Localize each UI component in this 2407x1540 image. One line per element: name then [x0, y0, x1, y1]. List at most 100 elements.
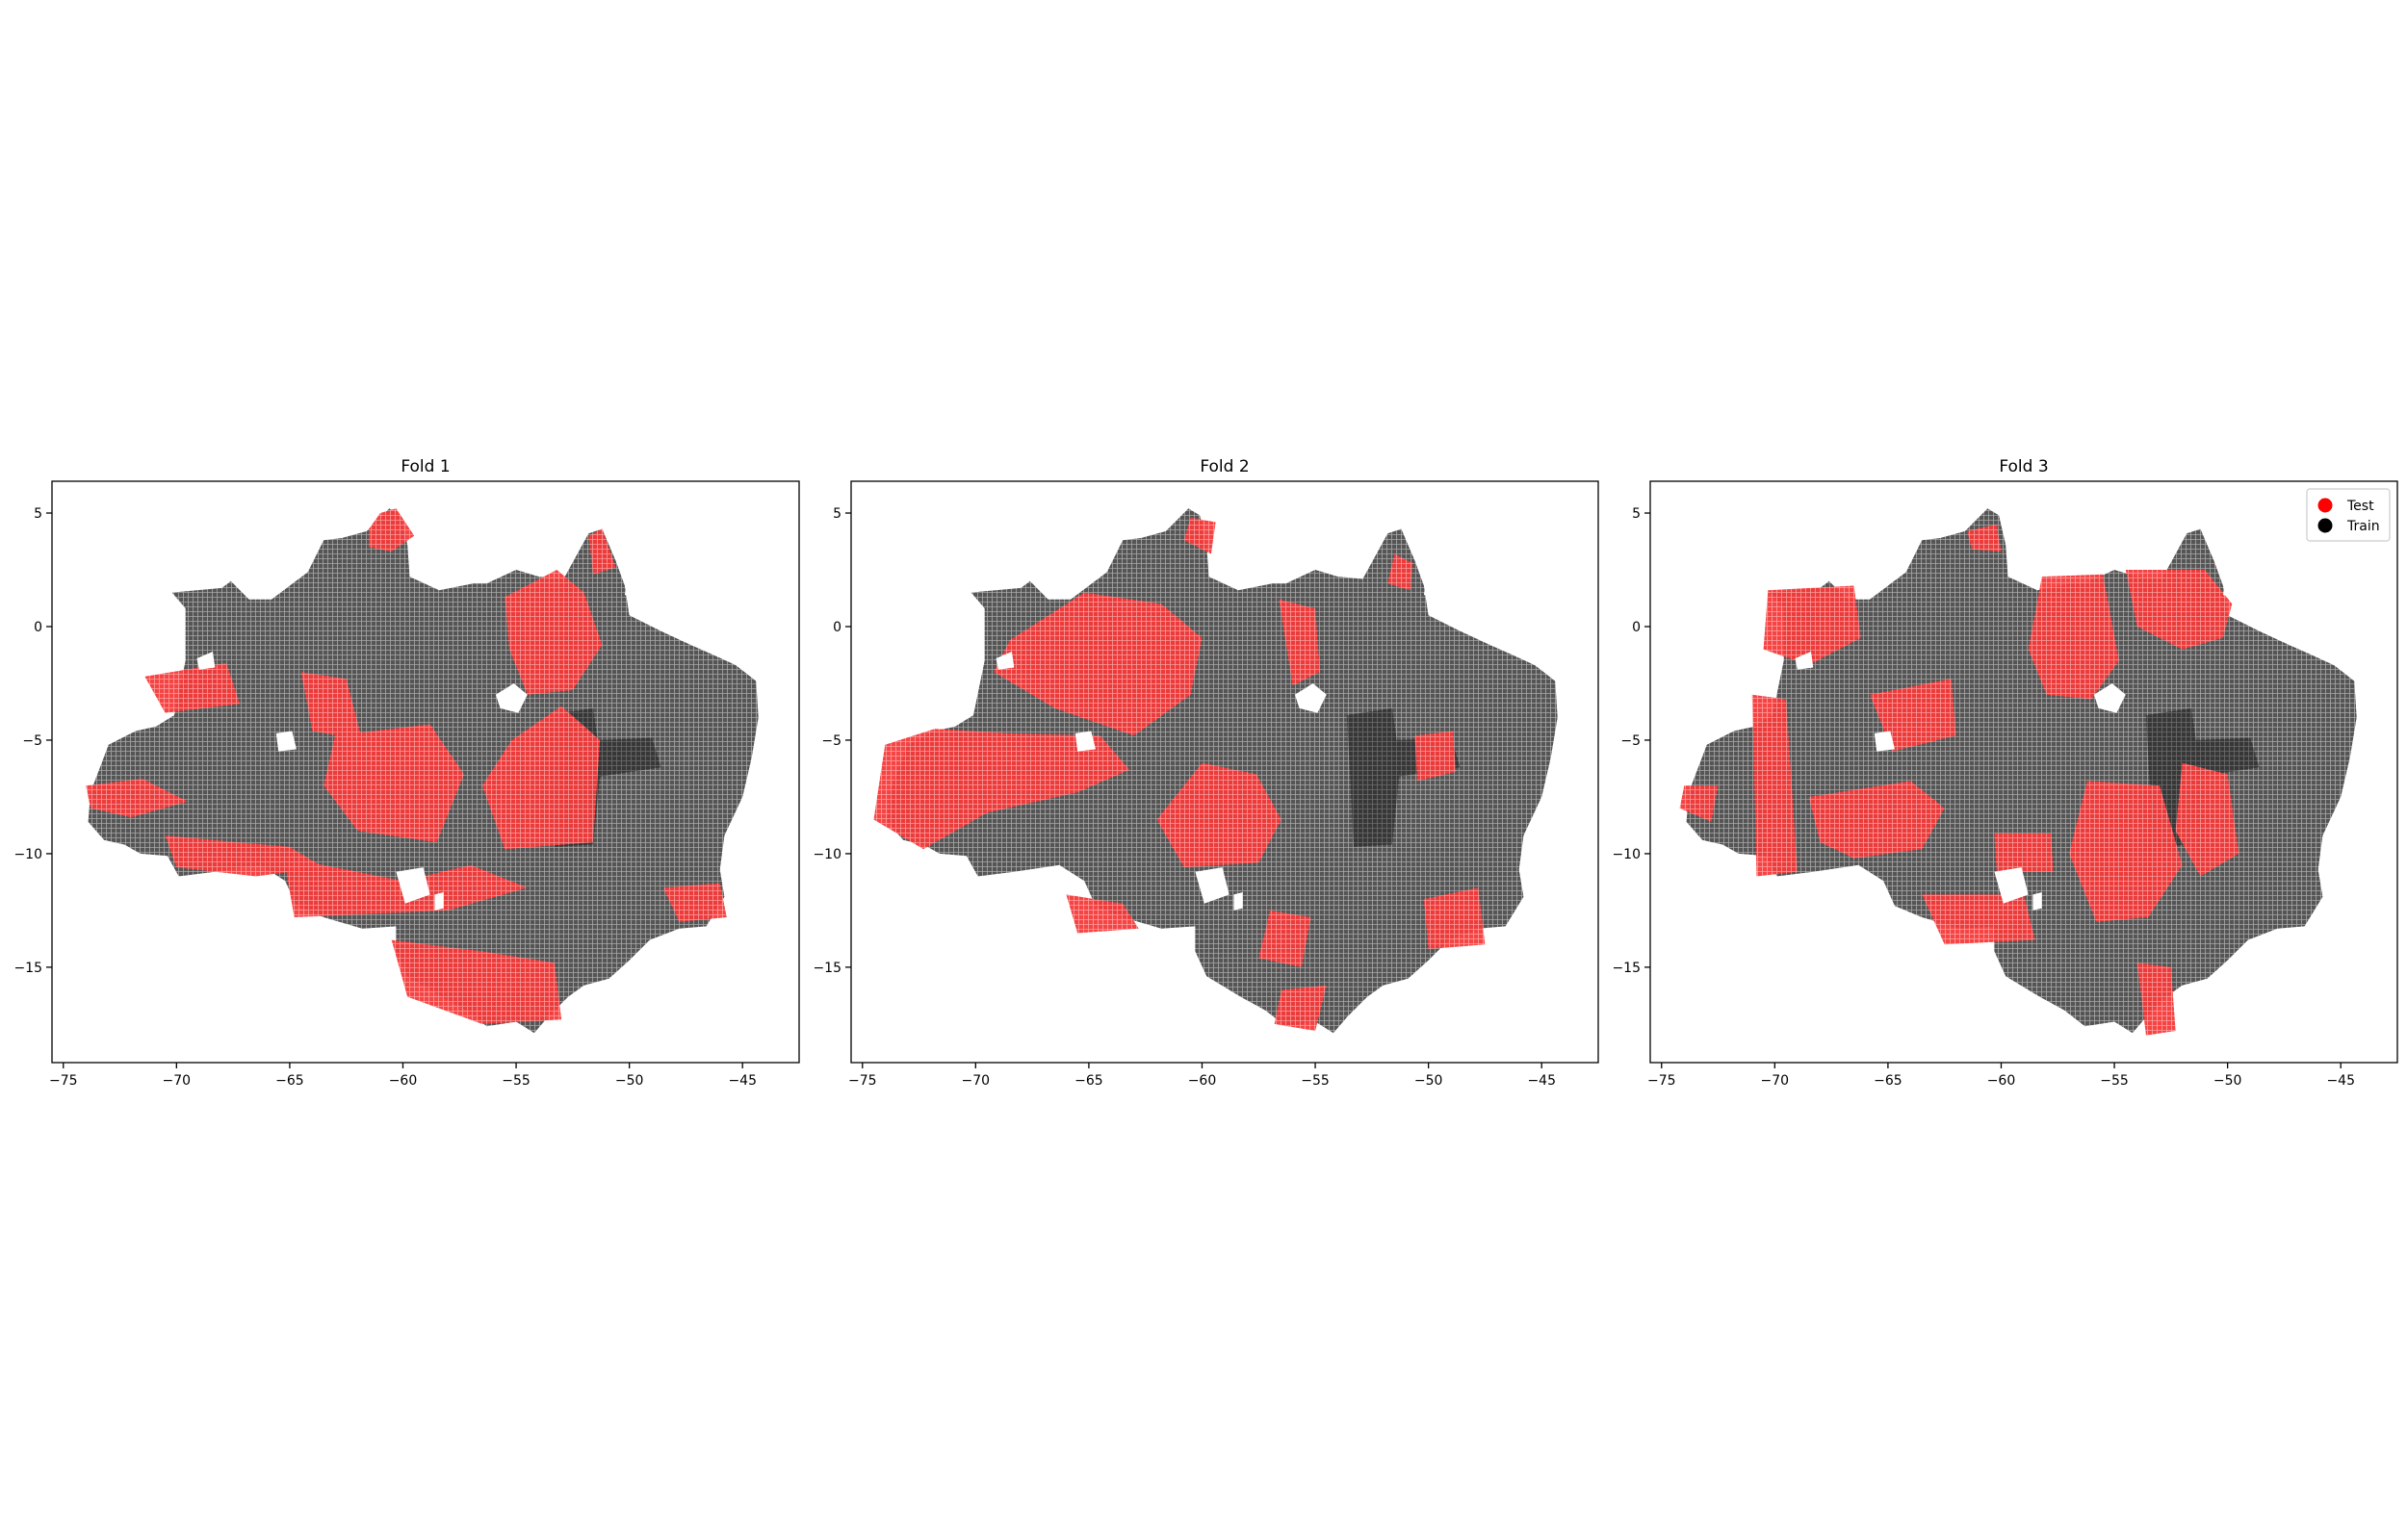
no-data-gap: [996, 652, 1015, 670]
no-data-gap: [2222, 578, 2237, 600]
x-tick-label: −60: [1987, 1073, 2016, 1089]
test-points: [1922, 894, 2035, 945]
axes-frame: [1649, 480, 2398, 1064]
test-points: [2069, 781, 2183, 922]
y-tick-label: −15: [13, 961, 42, 976]
y-tick-label: 5: [833, 506, 841, 522]
test-points: [505, 570, 603, 695]
test-points: [1156, 762, 1281, 868]
legend-label-test: Test: [2346, 499, 2374, 514]
no-data-gap: [2032, 892, 2042, 911]
x-tick-label: −60: [1188, 1073, 1217, 1089]
panel-fold-1: Fold 1 −75 −70 −65 −60 −55 −50 −45 5 0 −5 −10 −15: [13, 457, 800, 1089]
test-points: [369, 508, 415, 552]
x-tick-label: −55: [2100, 1073, 2129, 1089]
y-tick-label: −5: [1620, 733, 1641, 749]
no-data-gap: [396, 867, 430, 904]
y-tick-label: −10: [13, 847, 42, 862]
x-tick-label: −70: [1761, 1073, 1790, 1089]
test-points: [1183, 517, 1216, 554]
x-tick-label: −50: [2213, 1073, 2242, 1089]
axes: −75 −70 −65 −60 −55 −50 −45 5 0 −5 −10 −15: [13, 480, 800, 1089]
y-tick-label: −5: [22, 733, 42, 749]
test-points: [1994, 833, 2054, 872]
test-points: [1679, 785, 1719, 822]
test-points: [165, 835, 324, 877]
y-tick-label: 5: [34, 506, 42, 522]
test-points: [144, 662, 241, 713]
x-tick-label: −65: [1074, 1073, 1103, 1089]
test-points: [300, 672, 363, 740]
test-points: [1414, 731, 1456, 782]
legend: Test Train: [2306, 488, 2391, 542]
x-tick-label: −55: [1301, 1073, 1330, 1089]
panel-fold-3: Fold 3 −75 −70 −65 −60 −55 −50 −45 5 0 −5 −10 −15 T…: [1612, 457, 2398, 1089]
x-tick-label: −50: [615, 1073, 644, 1089]
no-data-gap: [1195, 867, 1229, 904]
test-points: [1423, 887, 1486, 949]
x-tick-label: −60: [389, 1073, 418, 1089]
axes: −75 −70 −65 −60 −55 −50 −45 5 0 −5 −10 −15: [1612, 480, 2398, 1089]
test-points: [481, 706, 601, 850]
test-points: [1967, 524, 2002, 552]
test-points: [1066, 894, 1139, 934]
test-points: [1763, 585, 1861, 666]
test-points: [2175, 762, 2239, 877]
test-points: [994, 592, 1203, 736]
test-points: [1258, 910, 1311, 967]
plot-area: [86, 508, 759, 1034]
x-tick-label: −45: [1527, 1073, 1556, 1089]
test-points: [2125, 570, 2233, 650]
y-tick-label: −15: [1612, 961, 1641, 976]
test-points: [873, 729, 1130, 850]
test-points: [1279, 599, 1320, 686]
no-data-gap: [1994, 867, 2029, 904]
panel-fold-2: Fold 2 −75 −70 −65 −60 −55 −50 −45 5 0 −5 −10 −15: [813, 457, 1599, 1089]
y-tick-label: −15: [813, 961, 841, 976]
no-data-gap: [2093, 683, 2126, 713]
legend-label-train: Train: [2346, 519, 2380, 534]
no-data-gap: [495, 683, 528, 713]
no-data-gap: [1423, 578, 1437, 600]
x-tick-label: −55: [502, 1073, 531, 1089]
axes-frame: [850, 480, 1599, 1064]
train-dense-cluster: [2146, 707, 2260, 847]
no-data-gap: [434, 892, 444, 911]
legend-marker-train: [2317, 518, 2333, 533]
y-tick-label: 5: [1632, 506, 1641, 522]
axes-frame: [51, 480, 800, 1064]
no-data-gap: [624, 578, 638, 600]
test-points: [2028, 574, 2119, 700]
y-tick-label: −10: [813, 847, 841, 862]
test-points: [1870, 679, 1956, 752]
y-tick-label: 0: [34, 620, 42, 635]
no-data-gap: [1294, 683, 1327, 713]
test-points: [662, 883, 727, 922]
test-points: [1274, 985, 1327, 1031]
x-tick-label: −70: [962, 1073, 991, 1089]
x-tick-label: −70: [163, 1073, 192, 1089]
panel-title: Fold 1: [401, 457, 450, 476]
axes: −75 −70 −65 −60 −55 −50 −45 5 0 −5 −10 −15: [813, 480, 1599, 1089]
no-data-gap: [1233, 892, 1243, 911]
x-tick-label: −75: [49, 1073, 78, 1089]
y-tick-label: −5: [821, 733, 841, 749]
test-points: [86, 779, 189, 818]
no-data-gap: [1795, 652, 1814, 670]
test-points: [324, 724, 464, 843]
x-tick-label: −65: [1874, 1073, 1902, 1089]
plot-area: [873, 508, 1558, 1034]
no-data-gap: [1074, 731, 1096, 752]
test-points: [1808, 781, 1945, 859]
test-points: [2136, 962, 2176, 1036]
y-tick-label: 0: [833, 620, 841, 635]
legend-marker-test: [2317, 498, 2333, 513]
no-data-gap: [196, 652, 216, 670]
panel-title: Fold 3: [1999, 457, 2048, 476]
no-data-gap: [1874, 731, 1895, 752]
panel-title: Fold 2: [1200, 457, 1249, 476]
x-tick-label: −65: [275, 1073, 304, 1089]
test-points: [588, 528, 616, 575]
no-data-gap: [275, 731, 297, 752]
